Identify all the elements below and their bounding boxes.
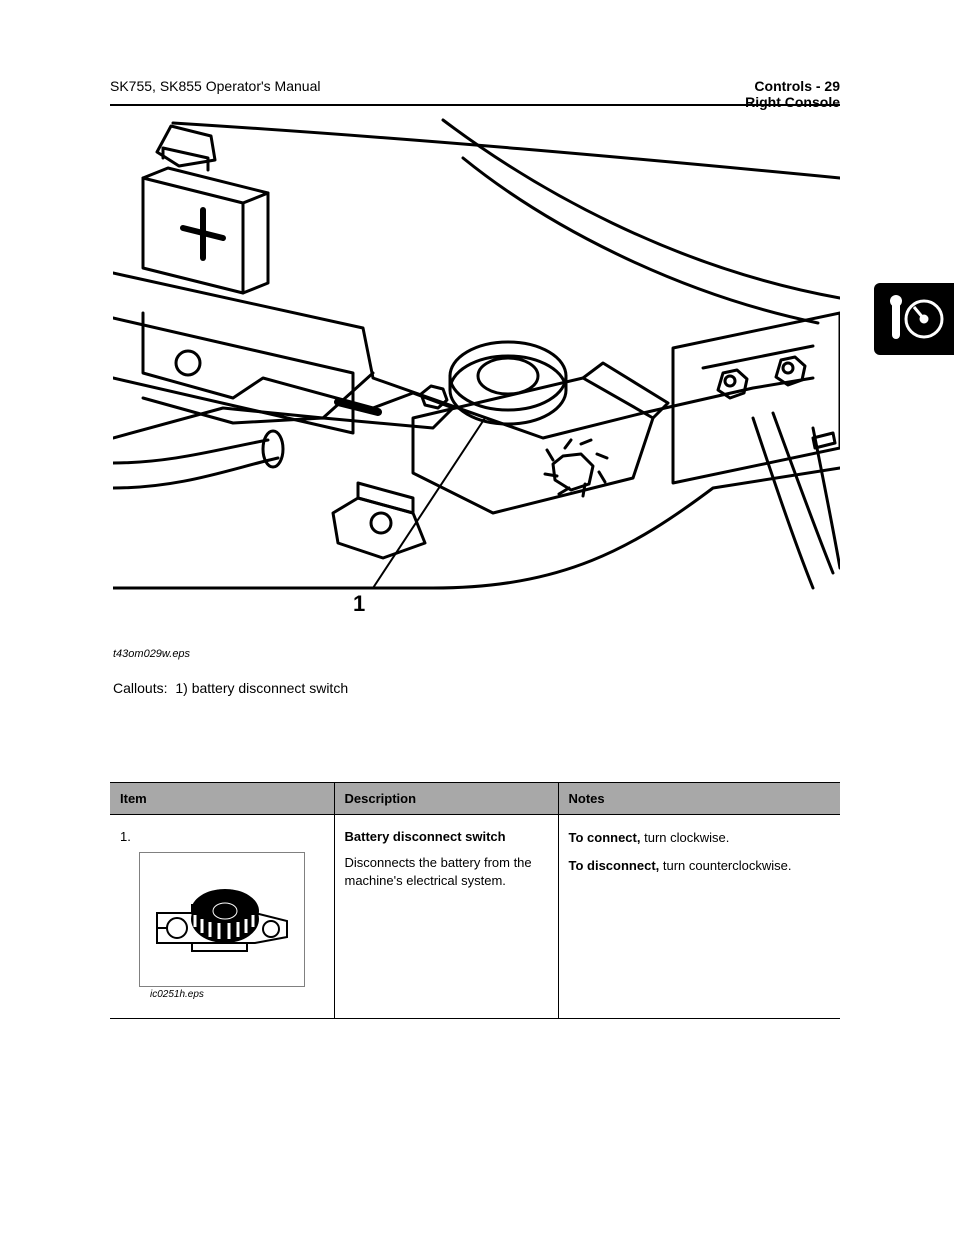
header-title: Controls - 29 [745,78,840,94]
item-cell: 1. [110,815,334,1019]
running-header-left: SK755, SK855 Operator's Manual [110,78,320,94]
notes-cell: To connect, turn clockwise. To disconnec… [558,815,840,1019]
disconnect-switch-icon [139,852,305,987]
item-title: Battery disconnect switch [345,829,506,844]
disconnect-text: turn counterclockwise. [659,858,791,873]
controls-table: Item Description Notes 1. [110,782,840,1019]
item-number: 1. [120,829,324,844]
callouts-list: 1) battery disconnect switch [175,680,348,696]
header-rule [110,104,840,106]
connect-label: To connect, [569,830,641,845]
disconnect-label: To disconnect, [569,858,660,873]
figure-filename-caption: t43om029w.eps [113,648,190,660]
page: SK755, SK855 Operator's Manual Controls … [0,0,954,1235]
description-cell: Battery disconnect switch Disconnects th… [334,815,558,1019]
callout-1-marker: 1 [353,591,365,616]
table-header-row: Item Description Notes [110,783,840,815]
figure-callouts: Callouts: 1) battery disconnect switch [113,680,840,696]
gauge-lever-icon [884,293,944,345]
connect-text: turn clockwise. [640,830,729,845]
header-subtitle: Right Console [745,94,840,110]
icon-filename-caption: ic0251h.eps [120,989,324,1000]
callouts-prefix: Callouts: [113,680,167,696]
col-header-notes: Notes [558,783,840,815]
item-body: Disconnects the battery from the machine… [345,854,548,889]
battery-terminal-figure: > 1 [113,118,840,658]
section-thumb-tab [874,283,954,355]
col-header-item: Item [110,783,334,815]
table-row: 1. [110,815,840,1019]
col-header-description: Description [334,783,558,815]
